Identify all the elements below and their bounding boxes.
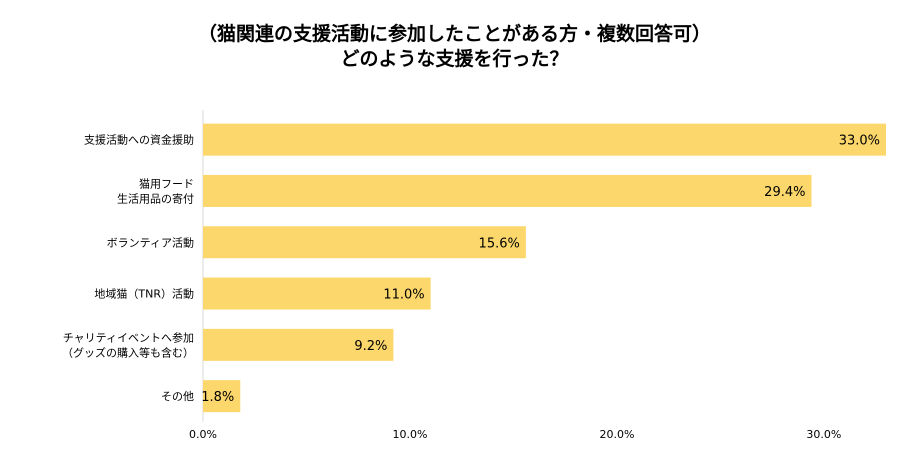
category-label: 支援活動への資金援助 xyxy=(84,133,194,147)
category-label: チャリティイベントへ参加 xyxy=(63,330,194,344)
bar xyxy=(203,226,526,259)
bar xyxy=(203,380,241,413)
bar xyxy=(203,174,812,207)
category-label: ボランティア活動 xyxy=(107,235,194,249)
value-label: 11.0% xyxy=(383,288,424,303)
value-label: 15.6% xyxy=(479,236,520,251)
category-label: 生活用品の寄付 xyxy=(117,191,194,205)
x-tick-label: 10.0% xyxy=(392,428,427,441)
bar xyxy=(203,123,886,156)
category-label: 地域猫（TNR）活動 xyxy=(94,287,194,301)
chart-title-line-1: （猫関連の支援活動に参加したことがある方・複数回答可） xyxy=(197,23,711,45)
x-tick-label: 0.0% xyxy=(189,428,217,441)
bar xyxy=(203,328,394,361)
category-label: （グッズの購入等も含む） xyxy=(62,345,194,359)
x-tick-label: 30.0% xyxy=(806,428,841,441)
value-label: 9.2% xyxy=(354,339,387,354)
value-label: 29.4% xyxy=(764,185,805,200)
bar xyxy=(203,277,431,310)
value-label: 33.0% xyxy=(839,134,880,149)
category-label: 猫用フード xyxy=(139,177,194,190)
chart-title-line-2: どのような支援を行った？ xyxy=(340,48,569,70)
x-tick-label: 20.0% xyxy=(599,428,634,441)
value-label: 1.8% xyxy=(201,390,234,405)
category-label: その他 xyxy=(161,390,194,403)
